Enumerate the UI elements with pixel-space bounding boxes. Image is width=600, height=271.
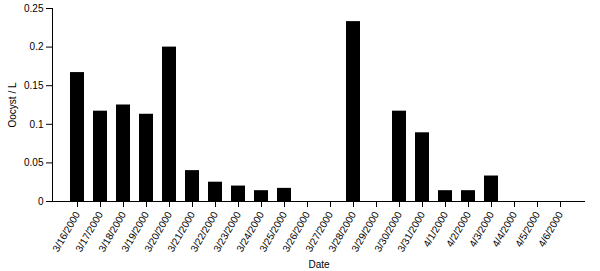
- svg-text:4/6/2000: 4/6/2000: [536, 209, 565, 249]
- svg-text:3/20/2000: 3/20/2000: [142, 209, 174, 254]
- svg-text:0.15: 0.15: [24, 80, 44, 91]
- svg-text:3/16/2000: 3/16/2000: [50, 209, 82, 254]
- svg-text:3/18/2000: 3/18/2000: [96, 209, 128, 254]
- svg-text:0: 0: [38, 196, 44, 207]
- svg-text:3/31/2000: 3/31/2000: [395, 209, 427, 253]
- svg-text:3/30/2000: 3/30/2000: [372, 209, 404, 254]
- svg-text:3/29/2000: 3/29/2000: [349, 209, 381, 254]
- svg-text:3/21/2000: 3/21/2000: [165, 209, 197, 254]
- svg-text:3/19/2000: 3/19/2000: [119, 209, 151, 254]
- svg-text:3/22/2000: 3/22/2000: [188, 209, 220, 254]
- svg-text:3/26/2000: 3/26/2000: [280, 209, 312, 254]
- svg-text:4/3/2000: 4/3/2000: [467, 209, 496, 249]
- svg-text:4/2/2000: 4/2/2000: [444, 209, 473, 249]
- svg-text:3/28/2000: 3/28/2000: [326, 209, 358, 254]
- svg-text:3/23/2000: 3/23/2000: [211, 209, 243, 254]
- svg-text:4/1/2000: 4/1/2000: [421, 209, 450, 249]
- svg-text:4/5/2000: 4/5/2000: [513, 209, 542, 249]
- svg-text:Oocyst / L: Oocyst / L: [7, 82, 18, 127]
- svg-text:3/27/2000: 3/27/2000: [303, 209, 335, 254]
- svg-text:0.25: 0.25: [24, 3, 44, 14]
- svg-text:0.05: 0.05: [24, 157, 44, 168]
- svg-text:0.2: 0.2: [30, 41, 44, 52]
- svg-text:3/24/2000: 3/24/2000: [234, 209, 266, 254]
- svg-text:0.1: 0.1: [30, 119, 44, 130]
- svg-text:4/4/2000: 4/4/2000: [490, 209, 519, 249]
- svg-text:3/17/2000: 3/17/2000: [73, 209, 105, 254]
- svg-text:Date: Date: [308, 259, 330, 270]
- svg-text:3/25/2000: 3/25/2000: [257, 209, 289, 254]
